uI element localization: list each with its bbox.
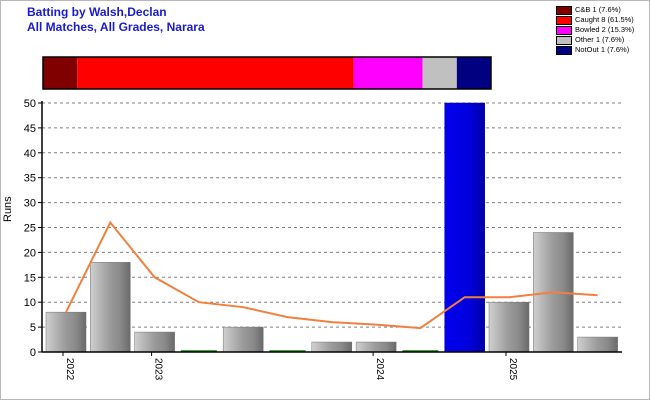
bar bbox=[45, 311, 87, 353]
legend: C&B 1 (7.6%) Caught 8 (61.5%) Bowled 2 (15… bbox=[556, 5, 646, 55]
legend-label: C&B 1 (7.6%) bbox=[575, 5, 621, 14]
y-tick-label: 15 bbox=[24, 272, 36, 284]
y-tick-label: 5 bbox=[30, 322, 36, 334]
y-tick-label: 25 bbox=[24, 223, 36, 235]
dismissal-segment bbox=[422, 57, 457, 89]
dismissal-segment bbox=[77, 57, 354, 89]
legend-swatch bbox=[556, 6, 572, 15]
dismissal-segment bbox=[43, 57, 78, 89]
x-year-label: 2023 bbox=[153, 358, 164, 381]
legend-label: Caught 8 (61.5%) bbox=[575, 15, 634, 24]
y-tick-label: 30 bbox=[24, 198, 36, 210]
x-year-label: 2024 bbox=[374, 358, 385, 381]
legend-swatch bbox=[556, 16, 572, 25]
legend-item: Caught 8 (61.5%) bbox=[556, 15, 646, 25]
y-tick-label: 10 bbox=[24, 297, 36, 309]
average-line bbox=[65, 220, 598, 330]
legend-item: Other 1 (7.6%) bbox=[556, 35, 646, 45]
dismissal-strip-border bbox=[42, 56, 492, 90]
legend-label: Other 1 (7.6%) bbox=[575, 35, 625, 44]
chart-title: Batting by Walsh,Declan bbox=[27, 5, 167, 19]
legend-label: NotOut 1 (7.6%) bbox=[575, 45, 630, 54]
y-tick-label: 40 bbox=[24, 148, 36, 160]
legend-swatch bbox=[556, 46, 572, 55]
y-tick-label: 35 bbox=[24, 173, 36, 185]
bar bbox=[311, 341, 353, 353]
legend-label: Bowled 2 (15.3%) bbox=[575, 25, 635, 34]
x-year-label: 2025 bbox=[507, 358, 518, 381]
dismissal-segment bbox=[353, 57, 423, 89]
legend-item: Bowled 2 (15.3%) bbox=[556, 25, 646, 35]
bar bbox=[222, 326, 264, 353]
bar bbox=[134, 331, 175, 353]
bar bbox=[577, 336, 618, 353]
bar bbox=[355, 341, 397, 353]
bar bbox=[90, 262, 131, 353]
y-tick-label: 45 bbox=[24, 123, 36, 135]
y-tick-label: 50 bbox=[24, 98, 36, 110]
legend-item: NotOut 1 (7.6%) bbox=[556, 45, 646, 55]
y-tick-label: 20 bbox=[24, 247, 36, 259]
legend-swatch bbox=[556, 26, 572, 35]
bar-notout bbox=[444, 102, 485, 353]
chart-subtitle: All Matches, All Grades, Narara bbox=[27, 20, 205, 34]
y-tick-label: 0 bbox=[30, 347, 36, 359]
legend-swatch bbox=[556, 36, 572, 45]
dismissal-segment bbox=[456, 57, 491, 89]
x-year-label: 2022 bbox=[64, 358, 75, 381]
legend-item: C&B 1 (7.6%) bbox=[556, 5, 646, 15]
bar bbox=[488, 301, 530, 353]
